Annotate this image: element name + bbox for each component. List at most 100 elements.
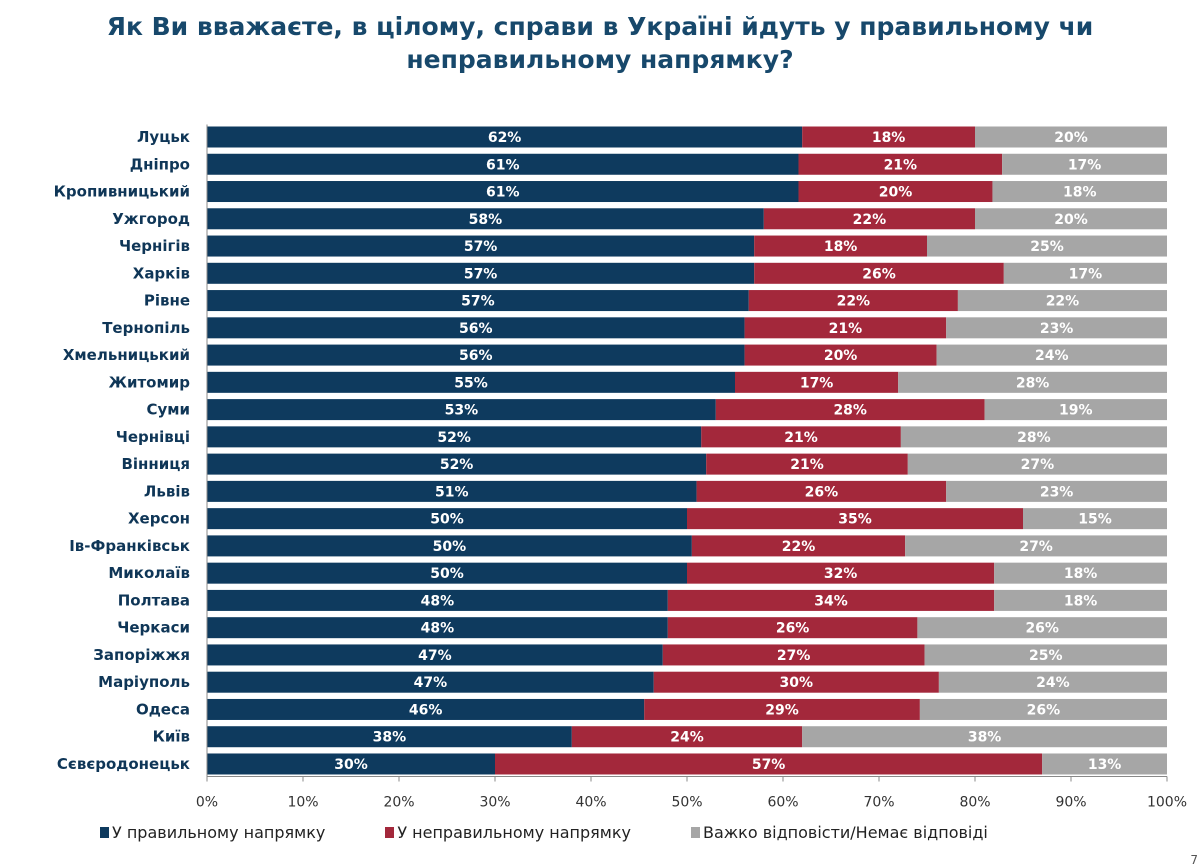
data-label: 18%: [872, 130, 906, 146]
data-label: 56%: [459, 321, 493, 337]
data-label: 53%: [445, 403, 479, 419]
bar-segment: [207, 644, 663, 666]
bar-segment: [207, 262, 755, 284]
data-label: 56%: [459, 348, 493, 364]
category-label: Тернопіль: [102, 319, 190, 337]
bar-segment: [905, 535, 1167, 557]
data-label: 51%: [435, 484, 469, 500]
bar-segment: [946, 317, 1167, 339]
bar-segment: [571, 726, 803, 748]
data-label: 23%: [1040, 484, 1074, 500]
data-label: 21%: [790, 457, 824, 473]
bar-segment: [644, 698, 920, 720]
data-label: 28%: [1016, 375, 1050, 391]
bar-segment: [917, 617, 1167, 639]
bar-segment: [1042, 753, 1167, 775]
legend-label: У неправильному напрямку: [397, 823, 631, 842]
bar-segment: [207, 290, 749, 312]
bar-segment: [992, 181, 1167, 203]
bar-segment: [706, 453, 908, 475]
category-label: Запоріжжя: [93, 646, 190, 664]
bar-segment: [207, 753, 495, 775]
data-label: 21%: [884, 157, 918, 173]
x-tick-label: 100%: [1147, 794, 1187, 810]
data-label: 19%: [1059, 403, 1093, 419]
category-label: Дніпро: [130, 155, 190, 173]
legend-swatch: [100, 827, 109, 838]
category-label: Львів: [144, 482, 190, 500]
legend-label: Важко відповісти/Немає відповіді: [702, 823, 988, 842]
legend-swatch: [385, 827, 395, 838]
category-label: Чернігів: [119, 237, 190, 255]
data-label: 57%: [464, 266, 498, 282]
data-label: 26%: [862, 266, 896, 282]
bar-segment: [957, 290, 1167, 312]
bar-segment: [207, 617, 668, 639]
data-label: 52%: [440, 457, 474, 473]
bar-segment: [1023, 508, 1167, 530]
data-label: 47%: [414, 675, 448, 691]
data-label: 27%: [1019, 539, 1053, 555]
bar-segment: [936, 344, 1167, 366]
bar-segment: [744, 344, 937, 366]
data-label: 26%: [776, 621, 810, 637]
bar-segment: [207, 480, 697, 502]
data-label: 22%: [837, 294, 871, 310]
bar-segment: [207, 399, 716, 421]
data-label: 35%: [838, 512, 872, 528]
data-label: 27%: [777, 648, 811, 664]
bar-segment: [924, 644, 1167, 666]
bar-segment: [754, 235, 927, 257]
bar-segment: [900, 426, 1167, 448]
chart-title: Як Ви вважаєте, в цілому, справи в Украї…: [106, 12, 1094, 74]
data-label: 62%: [488, 130, 522, 146]
bar-segment: [938, 671, 1167, 693]
category-label: Одеса: [136, 700, 190, 718]
bar-segment: [691, 535, 906, 557]
data-label: 22%: [853, 212, 887, 228]
data-label: 24%: [1036, 675, 1070, 691]
category-label: Маріуполь: [98, 673, 190, 691]
bar-segment: [763, 208, 975, 230]
bar-segment: [798, 181, 993, 203]
data-label: 30%: [780, 675, 814, 691]
bar-segment: [653, 671, 939, 693]
data-label: 18%: [824, 239, 858, 255]
category-label: Харків: [133, 264, 190, 282]
data-label: 18%: [1064, 593, 1098, 609]
bar-segment: [687, 508, 1023, 530]
data-label: 61%: [486, 185, 520, 201]
category-label: Миколаїв: [108, 564, 190, 582]
bar-segment: [207, 562, 687, 584]
data-label: 18%: [1064, 566, 1098, 582]
category-label: Луцьк: [137, 128, 190, 146]
bar-segment: [207, 426, 702, 448]
x-tick-label: 50%: [671, 794, 702, 810]
bar-segment: [207, 153, 799, 175]
data-label: 20%: [1054, 130, 1088, 146]
category-label: Ів-Франківськ: [69, 537, 190, 555]
bar-segment: [207, 208, 764, 230]
data-label: 28%: [833, 403, 867, 419]
bar-segment: [207, 508, 687, 530]
bar-segment: [207, 671, 654, 693]
bar-segment: [207, 181, 799, 203]
bar-segment: [696, 480, 947, 502]
data-label: 26%: [1025, 621, 1059, 637]
data-label: 25%: [1029, 648, 1063, 664]
data-label: 57%: [752, 757, 786, 773]
data-label: 20%: [1054, 212, 1088, 228]
x-tick-label: 80%: [959, 794, 990, 810]
bar-segment: [715, 399, 985, 421]
x-tick-label: 70%: [863, 794, 894, 810]
x-tick-label: 10%: [287, 794, 318, 810]
bar-segment: [207, 126, 803, 148]
data-label: 50%: [430, 566, 464, 582]
bar-segment: [207, 453, 707, 475]
legend-item: У неправильному напрямку: [385, 823, 631, 842]
bar-segment: [919, 698, 1167, 720]
bar-segment: [207, 535, 692, 557]
data-label: 17%: [1068, 157, 1102, 173]
category-label: Суми: [146, 401, 190, 419]
bar-segment: [735, 371, 899, 393]
